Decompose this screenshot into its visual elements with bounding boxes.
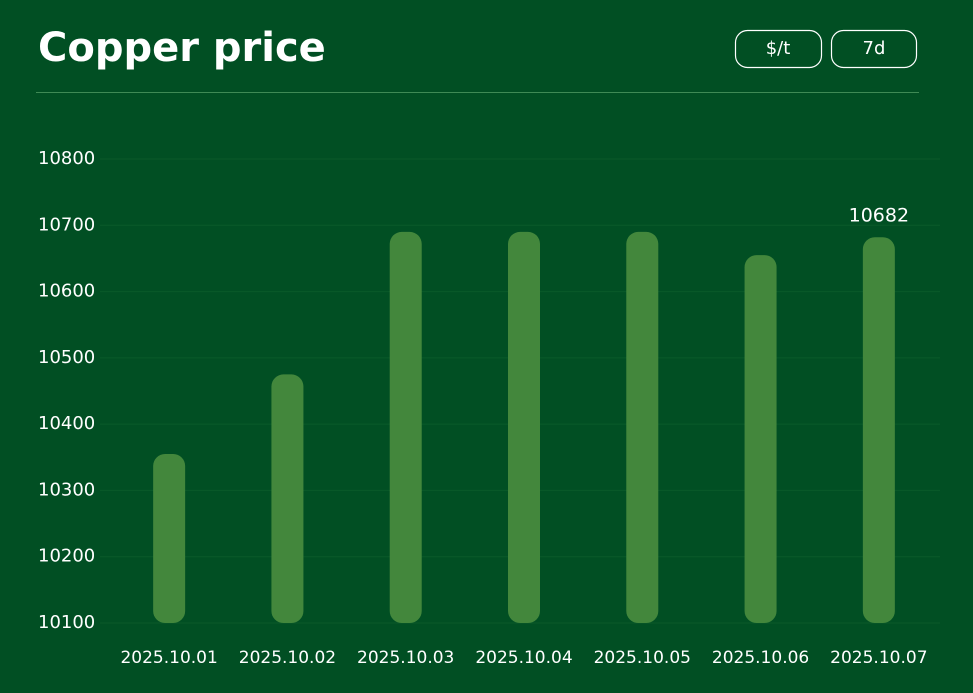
bar (744, 255, 777, 623)
y-tick-label: 10400 (38, 413, 95, 434)
y-tick-label: 10600 (38, 281, 95, 302)
data-label: 10682 (849, 205, 909, 227)
x-tick-label: 2025.10.02 (239, 648, 336, 668)
bar (862, 237, 895, 623)
bar (508, 231, 540, 623)
x-tick-label: 2025.10.01 (120, 648, 217, 668)
x-tick-label: 2025.10.05 (594, 648, 691, 668)
y-tick-label: 10100 (38, 612, 95, 633)
chart-title: Copper price (38, 25, 326, 71)
range-button[interactable]: 7d (830, 29, 918, 69)
button-outline (830, 29, 918, 69)
unit-button[interactable]: $/t (734, 29, 823, 69)
x-tick-label: 2025.10.06 (712, 648, 809, 668)
y-tick-label: 10700 (38, 214, 95, 235)
x-tick-label: 2025.10.03 (357, 648, 454, 668)
button-label[interactable]: 7d (863, 38, 886, 59)
bar (153, 453, 186, 623)
x-tick-label: 2025.10.04 (475, 648, 572, 668)
bar (271, 374, 304, 623)
bar (389, 231, 422, 623)
x-tick-label: 2025.10.07 (830, 648, 927, 668)
button-label[interactable]: $/t (766, 38, 791, 59)
y-tick-label: 10200 (38, 546, 95, 567)
y-tick-label: 10500 (38, 347, 95, 368)
button-outline (734, 29, 823, 69)
y-tick-label: 10800 (38, 148, 95, 169)
y-tick-label: 10300 (38, 479, 95, 500)
bar (626, 231, 659, 623)
